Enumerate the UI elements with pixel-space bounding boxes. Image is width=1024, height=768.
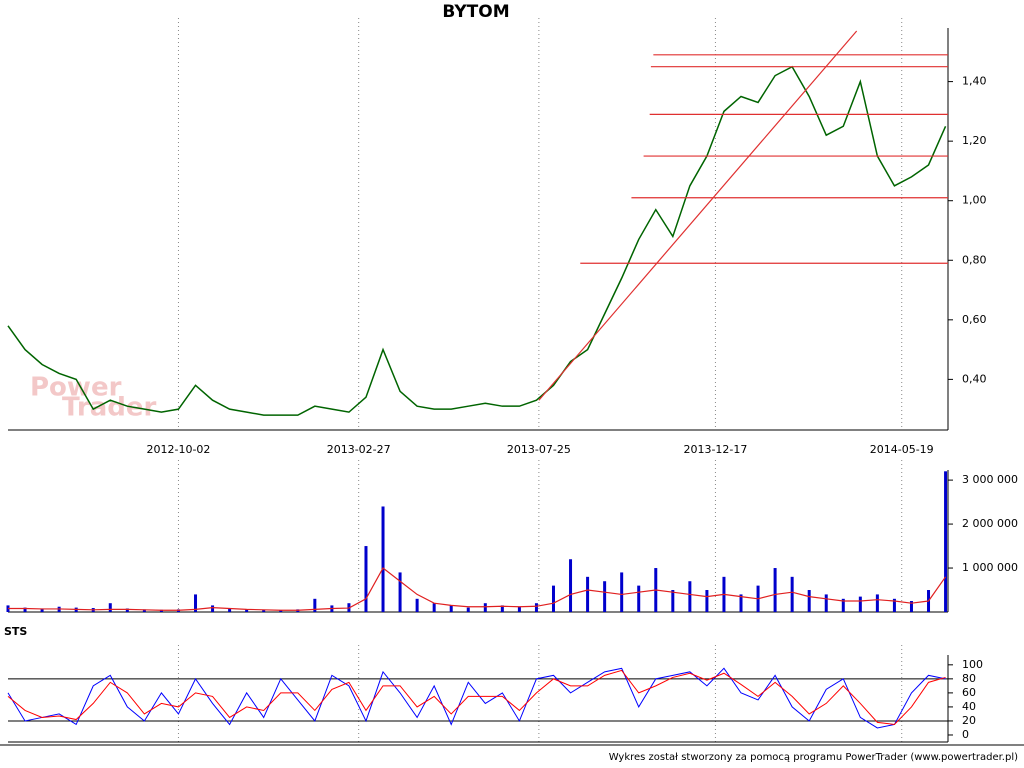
y-tick-label: 0,60 <box>962 313 987 326</box>
trend-line <box>538 30 858 401</box>
volume-bar <box>892 598 896 612</box>
y-tick-label: 2 000 000 <box>962 517 1018 530</box>
volume-bar <box>398 572 402 612</box>
volume-bar <box>194 594 198 612</box>
volume-bar <box>364 546 368 612</box>
y-tick-label: 3 000 000 <box>962 473 1018 486</box>
footer: Wykres został stworzony za pomocą progra… <box>609 752 1018 763</box>
volume-bar <box>739 594 743 612</box>
volume-bar <box>159 609 163 612</box>
chart-title: BYTOM <box>442 2 509 22</box>
volume-bar <box>944 471 948 612</box>
y-tick-label: 0,80 <box>962 253 987 266</box>
volume-bar <box>262 609 266 612</box>
x-tick-label: 2013-02-27 <box>327 443 391 456</box>
volume-bar <box>620 572 624 612</box>
y-tick-label: 0,40 <box>962 372 987 385</box>
volume-bar <box>807 590 811 612</box>
y-tick-label: 0 <box>962 728 969 741</box>
volume-bar <box>40 608 44 612</box>
volume-bar <box>228 608 232 612</box>
y-tick-label: 60 <box>962 686 976 699</box>
y-tick-label: 20 <box>962 714 976 727</box>
indicator-line <box>7 667 946 729</box>
y-tick-label: 1,40 <box>962 75 987 88</box>
volume-bar <box>517 606 521 612</box>
volume-bar <box>858 596 862 612</box>
volume-bar <box>909 601 913 612</box>
volume-bar <box>381 506 385 612</box>
volume-bar <box>500 605 504 612</box>
volume-bar <box>534 603 538 612</box>
volume-bar <box>483 603 487 612</box>
x-tick-label: 2013-12-17 <box>683 443 747 456</box>
watermark: Power <box>30 373 122 403</box>
volume-bar <box>142 609 146 612</box>
volume-bar <box>569 559 573 612</box>
volume-bar <box>449 605 453 612</box>
volume-bar <box>466 607 470 612</box>
volume-bar <box>705 590 709 612</box>
y-tick-label: 40 <box>962 700 976 713</box>
y-tick-label: 100 <box>962 658 983 671</box>
y-tick-label: 80 <box>962 672 976 685</box>
price-line <box>7 65 947 416</box>
watermark: Trader <box>62 393 156 423</box>
volume-bar <box>773 568 777 612</box>
volume-bar <box>841 598 845 612</box>
volume-bar <box>875 594 879 612</box>
volume-bar <box>551 585 555 612</box>
volume-bar <box>603 581 607 612</box>
y-tick-label: 1,20 <box>962 134 987 147</box>
x-tick-label: 2012-10-02 <box>146 443 210 456</box>
indicator-line <box>7 669 946 725</box>
volume-bar <box>313 598 317 612</box>
volume-bar <box>824 594 828 612</box>
volume-bar <box>108 603 112 612</box>
volume-bar <box>790 576 794 612</box>
volume-bar <box>415 598 419 612</box>
volume-bar <box>245 609 249 612</box>
volume-bar <box>279 610 283 612</box>
volume-bar <box>125 608 129 612</box>
x-tick-label: 2013-07-25 <box>507 443 571 456</box>
volume-bar <box>671 590 675 612</box>
x-tick-label: 2014-05-19 <box>870 443 934 456</box>
panel-title: STS <box>4 625 27 638</box>
volume-bar <box>432 603 436 612</box>
volume-bar <box>23 607 27 612</box>
volume-bar <box>688 581 692 612</box>
average-line <box>8 567 947 611</box>
y-tick-label: 1,00 <box>962 194 987 207</box>
y-tick-label: 1 000 000 <box>962 561 1018 574</box>
volume-bar <box>586 576 590 612</box>
volume-bar <box>637 585 641 612</box>
volume-bar <box>211 605 215 612</box>
